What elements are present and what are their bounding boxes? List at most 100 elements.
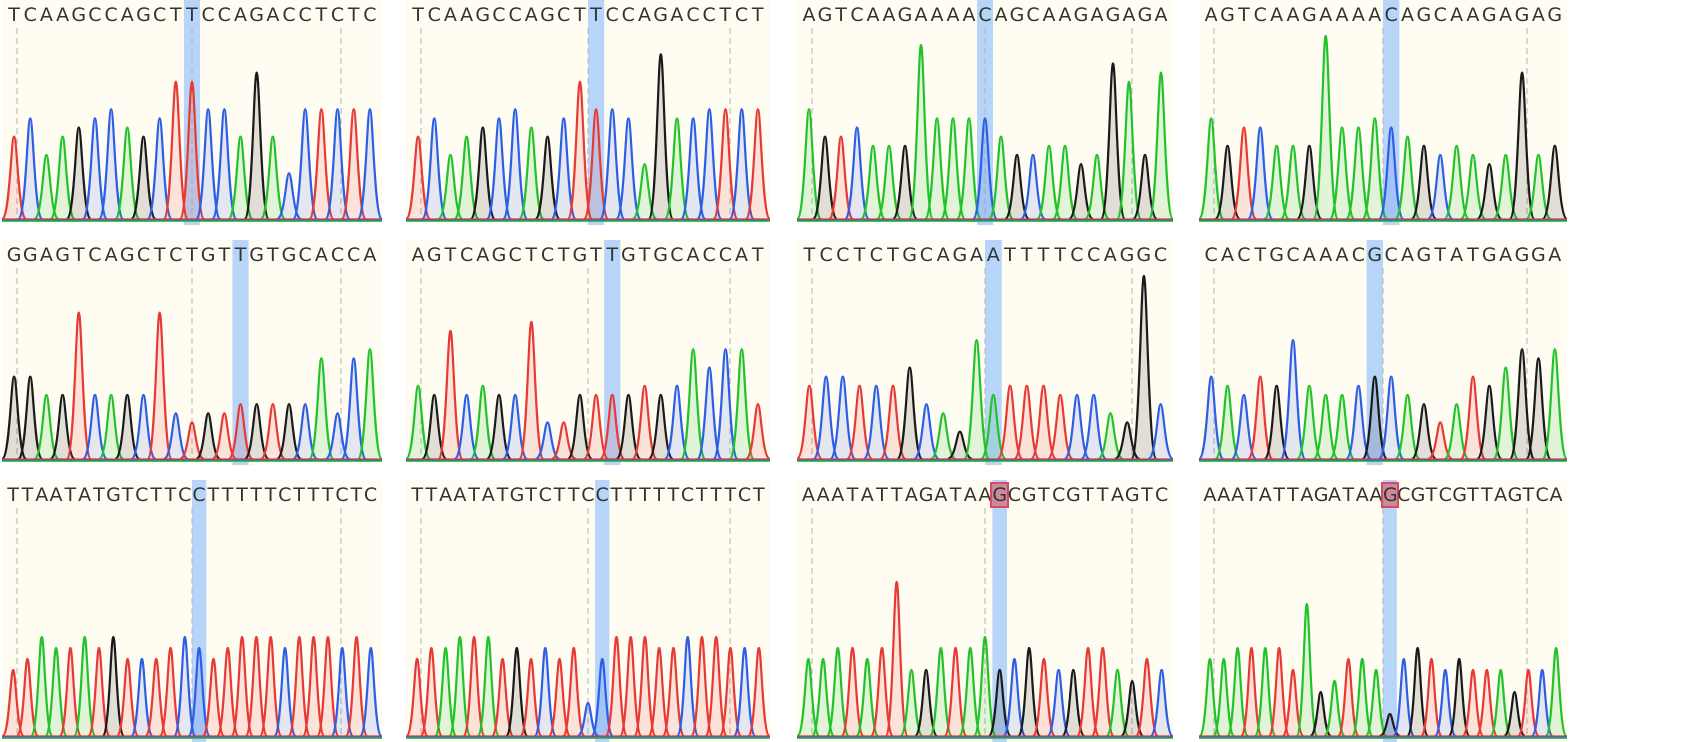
base-call: A bbox=[1335, 4, 1349, 26]
peak-A bbox=[1051, 144, 1079, 221]
base-call: T bbox=[1342, 484, 1355, 506]
base-call: A bbox=[1090, 4, 1104, 26]
base-call: T bbox=[890, 484, 903, 506]
peak-T bbox=[1475, 668, 1499, 738]
peak-A bbox=[1097, 412, 1124, 461]
peak-A bbox=[1492, 366, 1520, 461]
peak-G bbox=[566, 393, 594, 461]
peak-G bbox=[485, 393, 513, 461]
base-call: G bbox=[491, 244, 507, 266]
peak-T bbox=[179, 421, 205, 461]
peak-A bbox=[923, 117, 951, 221]
base-call: C bbox=[819, 244, 833, 266]
peak-A bbox=[1345, 126, 1372, 221]
peak-A bbox=[855, 657, 880, 738]
peak-C bbox=[17, 117, 44, 221]
base-call: C bbox=[217, 4, 231, 26]
peak-T bbox=[618, 635, 643, 738]
base-call: T bbox=[710, 484, 722, 506]
peak-G bbox=[1541, 144, 1567, 221]
peak-C bbox=[696, 366, 723, 461]
peak-C bbox=[590, 657, 614, 738]
peak-T bbox=[406, 135, 432, 221]
base-call: A bbox=[882, 4, 896, 26]
base-call: G bbox=[1452, 484, 1467, 506]
base-call: T bbox=[93, 484, 105, 506]
base-call: T bbox=[347, 4, 360, 26]
base-call: T bbox=[1082, 484, 1094, 506]
peak-A bbox=[33, 153, 60, 221]
chromatogram-plot bbox=[406, 0, 770, 225]
peak-C bbox=[1230, 393, 1258, 461]
peak-C bbox=[1019, 153, 1047, 221]
peak-G bbox=[811, 135, 839, 221]
peak-T bbox=[647, 646, 671, 738]
peak-A bbox=[97, 393, 125, 461]
base-call: G bbox=[475, 4, 491, 26]
peak-C bbox=[679, 117, 707, 221]
peak-G bbox=[101, 635, 126, 738]
highlight-column bbox=[595, 480, 610, 742]
base-call: G bbox=[1220, 4, 1235, 26]
peak-C bbox=[675, 635, 700, 738]
base-call: A bbox=[39, 244, 53, 266]
base-call: T bbox=[610, 484, 623, 506]
base-call: C bbox=[670, 244, 684, 266]
peak-C bbox=[359, 646, 382, 738]
peak-C bbox=[501, 108, 529, 221]
base-call: G bbox=[572, 244, 588, 266]
base-call: T bbox=[846, 484, 859, 506]
base-call: G bbox=[1416, 244, 1432, 266]
peak-C bbox=[173, 635, 197, 738]
base-call: C bbox=[1204, 244, 1218, 266]
base-call: T bbox=[667, 484, 680, 506]
base-call: A bbox=[1221, 244, 1235, 266]
peak-G bbox=[1099, 62, 1127, 221]
base-call: T bbox=[553, 484, 566, 506]
base-call: G bbox=[1481, 244, 1497, 266]
peak-T bbox=[211, 412, 238, 461]
peak-A bbox=[469, 384, 497, 461]
base-call: C bbox=[556, 4, 571, 26]
peak-T bbox=[744, 108, 770, 221]
peak-T bbox=[582, 393, 610, 461]
base-call: C bbox=[1397, 484, 1411, 506]
base-call: A bbox=[1058, 4, 1072, 26]
base-call: A bbox=[1042, 4, 1056, 26]
peak-A bbox=[453, 135, 480, 221]
base-call: G bbox=[918, 484, 934, 506]
base-call: T bbox=[250, 484, 262, 506]
base-call: A bbox=[946, 4, 960, 26]
peak-G bbox=[1476, 384, 1503, 461]
peak-T bbox=[547, 657, 572, 738]
peak-G bbox=[647, 53, 675, 221]
base-call: C bbox=[919, 244, 934, 266]
base-call: A bbox=[1110, 484, 1124, 506]
peak-G bbox=[421, 393, 448, 461]
base-call: C bbox=[1438, 484, 1452, 506]
base-calls: GG A G T C A G C T C T G T T G T G C A C C A bbox=[6, 244, 378, 266]
base-call: T bbox=[724, 484, 737, 506]
base-call: T bbox=[876, 484, 888, 506]
base-call: C bbox=[201, 4, 215, 26]
peak-C bbox=[1345, 384, 1372, 461]
base-call: A bbox=[978, 484, 992, 506]
highlight-column bbox=[232, 240, 249, 465]
base-call: C bbox=[850, 4, 864, 26]
peak-A bbox=[825, 646, 850, 738]
peak-A bbox=[1328, 126, 1356, 221]
base-call: T bbox=[150, 484, 162, 506]
peak-C bbox=[912, 403, 941, 461]
peak-A bbox=[29, 635, 54, 738]
peak-G bbox=[1476, 163, 1503, 221]
peak-G bbox=[1410, 403, 1438, 461]
base-call: G bbox=[1313, 484, 1329, 506]
base-call: A bbox=[670, 4, 684, 26]
base-call: T bbox=[207, 484, 220, 506]
peak-G bbox=[1447, 657, 1471, 738]
base-call: A bbox=[104, 244, 118, 266]
base-call: A bbox=[1531, 4, 1545, 26]
base-call: A bbox=[439, 484, 453, 506]
